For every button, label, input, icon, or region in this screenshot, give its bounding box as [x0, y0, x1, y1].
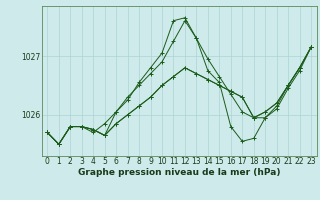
X-axis label: Graphe pression niveau de la mer (hPa): Graphe pression niveau de la mer (hPa)	[78, 168, 280, 177]
